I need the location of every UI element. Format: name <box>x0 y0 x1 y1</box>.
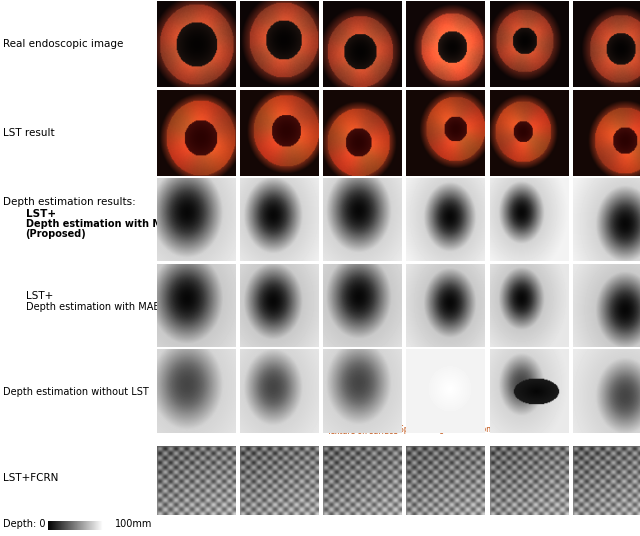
Text: Depth estimation results:: Depth estimation results: <box>3 197 136 206</box>
Text: LST+: LST+ <box>26 210 56 219</box>
Text: LST+FCRN: LST+FCRN <box>3 473 59 483</box>
Text: 100mm: 100mm <box>115 519 152 529</box>
Text: Real endoscopic image: Real endoscopic image <box>3 39 124 49</box>
Text: Depth estimation without LST: Depth estimation without LST <box>3 388 149 397</box>
Text: Depth: 0: Depth: 0 <box>3 519 45 529</box>
Text: LST+: LST+ <box>26 292 53 301</box>
Text: Depth estimation with MAE loss: Depth estimation with MAE loss <box>26 302 181 311</box>
Text: Specular light reflection: Specular light reflection <box>399 425 492 434</box>
Text: Depth estimation with ME loss: Depth estimation with ME loss <box>26 219 193 229</box>
Text: (Proposed): (Proposed) <box>26 229 86 239</box>
Text: LST result: LST result <box>3 128 55 138</box>
Text: Texture on surface: Texture on surface <box>327 427 397 436</box>
